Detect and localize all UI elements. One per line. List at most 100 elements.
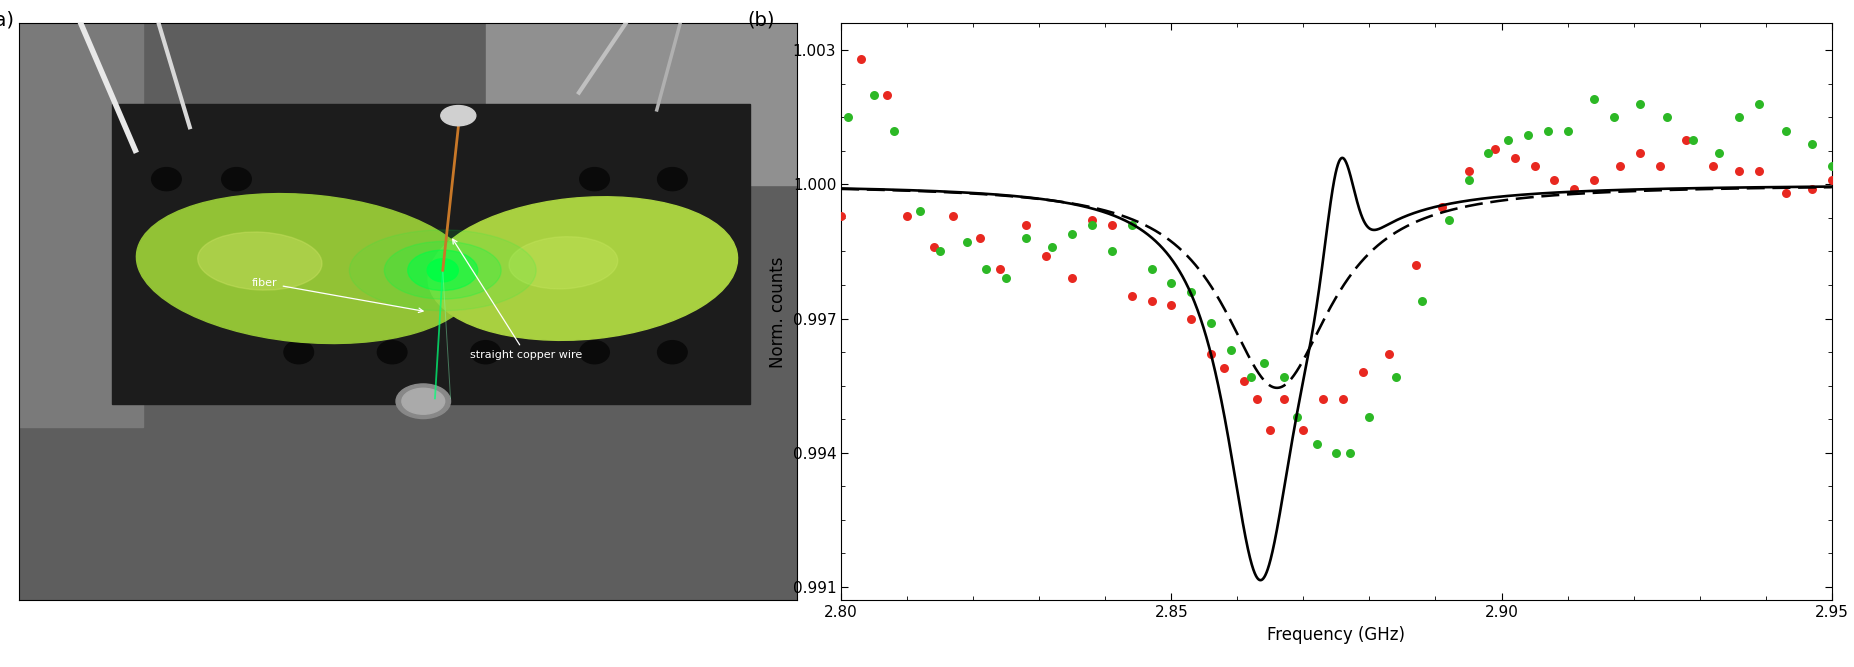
Point (1704, 147, 1733, 158)
Point (1539, 175, 1568, 185)
Ellipse shape (471, 341, 501, 364)
Point (858, 89, 888, 100)
Point (1157, 277, 1187, 288)
Ellipse shape (580, 341, 610, 364)
Point (1116, 291, 1146, 301)
Point (992, 273, 1022, 283)
Point (1216, 344, 1246, 355)
Point (971, 264, 1001, 275)
Ellipse shape (402, 388, 445, 414)
Ellipse shape (284, 341, 313, 364)
Point (845, 54, 875, 65)
Point (1454, 175, 1483, 185)
Point (1771, 125, 1800, 136)
Ellipse shape (349, 230, 536, 311)
Point (925, 246, 955, 257)
Point (1137, 295, 1166, 306)
Point (873, 89, 903, 100)
Ellipse shape (658, 167, 688, 191)
Point (1116, 219, 1146, 230)
Point (1327, 394, 1357, 404)
Point (892, 210, 921, 221)
Point (1010, 219, 1040, 230)
Point (1077, 219, 1107, 230)
Ellipse shape (580, 167, 610, 191)
Point (1797, 139, 1826, 149)
Ellipse shape (222, 167, 252, 191)
Point (1771, 188, 1800, 199)
Ellipse shape (378, 341, 406, 364)
Point (1454, 165, 1483, 176)
Point (1492, 134, 1522, 145)
Point (1474, 147, 1504, 158)
Point (1580, 175, 1609, 185)
Point (1038, 241, 1068, 252)
Point (832, 112, 862, 123)
Ellipse shape (580, 254, 610, 277)
Point (1309, 394, 1339, 404)
Point (1513, 130, 1543, 141)
Point (920, 241, 949, 252)
Point (905, 206, 934, 217)
Point (827, 210, 857, 221)
Point (1724, 165, 1754, 176)
Text: (b): (b) (747, 11, 775, 29)
Point (1175, 286, 1205, 297)
Point (1322, 448, 1352, 458)
Point (1598, 112, 1628, 123)
Point (1644, 161, 1674, 172)
Point (1010, 233, 1040, 243)
Point (1817, 161, 1847, 172)
Point (1428, 201, 1457, 212)
Ellipse shape (658, 341, 688, 364)
Point (1678, 134, 1708, 145)
Point (1580, 94, 1609, 105)
Point (1268, 372, 1298, 382)
Bar (111, 104, 751, 404)
Point (1554, 125, 1583, 136)
Point (1626, 99, 1656, 109)
Point (1335, 448, 1365, 458)
Ellipse shape (222, 254, 252, 277)
Point (1302, 438, 1331, 449)
Point (938, 210, 968, 221)
Point (1520, 161, 1550, 172)
Point (1268, 394, 1298, 404)
Point (879, 125, 908, 136)
Point (1559, 183, 1589, 194)
Text: fiber: fiber (252, 278, 423, 313)
Ellipse shape (384, 241, 501, 299)
Point (964, 233, 994, 243)
Point (1407, 295, 1437, 306)
Text: straight copper wire: straight copper wire (452, 239, 582, 360)
Bar (486, 23, 797, 185)
Point (1355, 412, 1385, 422)
Text: (a): (a) (0, 11, 15, 29)
Point (1672, 134, 1702, 145)
Point (1745, 99, 1774, 109)
Point (1606, 161, 1635, 172)
Point (1057, 228, 1086, 239)
Point (1797, 183, 1826, 194)
Ellipse shape (408, 250, 478, 290)
Point (1137, 264, 1166, 275)
Point (1724, 112, 1754, 123)
Point (1229, 376, 1259, 386)
Point (1348, 367, 1378, 378)
Point (1402, 259, 1431, 270)
Point (1745, 165, 1774, 176)
Ellipse shape (510, 237, 617, 289)
Point (1626, 147, 1656, 158)
Ellipse shape (152, 254, 182, 277)
Point (1098, 246, 1127, 257)
Point (1057, 273, 1086, 283)
Ellipse shape (397, 384, 451, 419)
Point (1077, 215, 1107, 225)
Ellipse shape (137, 193, 476, 344)
Point (1250, 358, 1279, 369)
X-axis label: Frequency (GHz): Frequency (GHz) (1268, 626, 1405, 644)
Point (1374, 349, 1403, 360)
Point (1242, 394, 1272, 404)
Point (1652, 112, 1682, 123)
Point (1031, 251, 1060, 261)
